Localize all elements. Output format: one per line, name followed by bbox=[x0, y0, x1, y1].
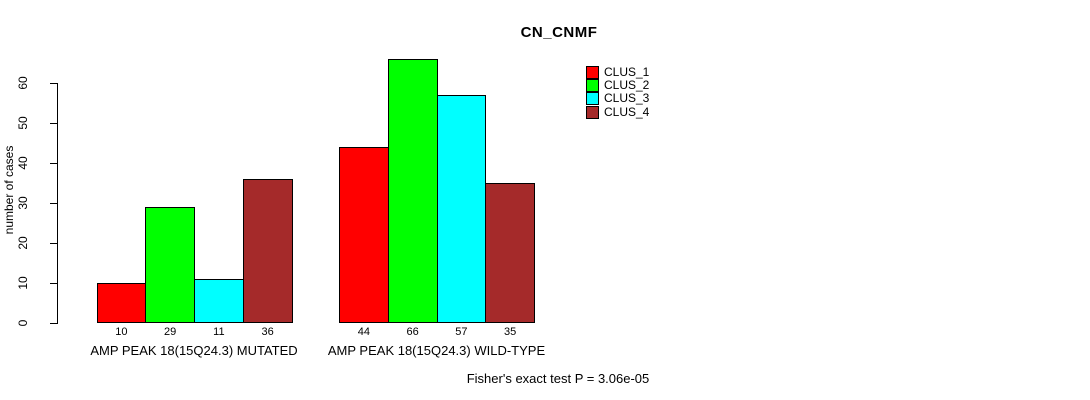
bar-value-label: 44 bbox=[357, 326, 370, 338]
bar-value-label: 66 bbox=[406, 326, 419, 338]
bar-clus_1-group2 bbox=[339, 147, 389, 323]
bar-clus_4-group1 bbox=[242, 179, 293, 323]
y-tick-mark bbox=[50, 243, 57, 244]
y-tick-label: 40 bbox=[16, 156, 30, 170]
bar-clus_4-group2 bbox=[485, 183, 535, 323]
y-tick-label: 20 bbox=[16, 236, 30, 250]
legend-label-clus_2: CLUS_2 bbox=[604, 78, 650, 93]
bar-value-label: 10 bbox=[115, 326, 128, 338]
y-tick-mark bbox=[50, 123, 57, 124]
bar-value-label: 35 bbox=[504, 326, 517, 338]
legend-color-swatch-clus_4 bbox=[586, 105, 599, 119]
legend-label-clus_4: CLUS_4 bbox=[604, 104, 650, 119]
y-axis-label: number of cases bbox=[2, 145, 16, 235]
y-axis-line bbox=[57, 83, 58, 324]
y-tick-label: 30 bbox=[16, 196, 30, 210]
bar-value-label: 57 bbox=[455, 326, 468, 338]
x-axis-group-label: AMP PEAK 18(15Q24.3) MUTATED bbox=[90, 343, 298, 358]
bar-value-label: 11 bbox=[213, 326, 225, 338]
y-tick-mark bbox=[50, 203, 57, 204]
y-tick-mark bbox=[50, 83, 57, 84]
bar-clus_3-group2 bbox=[436, 95, 487, 323]
bar-clus_1-group1 bbox=[96, 283, 147, 323]
legend-color-swatch-clus_3 bbox=[586, 92, 599, 106]
legend-color-swatch-clus_1 bbox=[586, 66, 599, 79]
y-tick-mark bbox=[50, 163, 57, 164]
y-tick-label: 0 bbox=[16, 319, 30, 327]
x-axis-group-label: AMP PEAK 18(15Q24.3) WILD-TYPE bbox=[327, 343, 546, 358]
legend-label-clus_3: CLUS_3 bbox=[604, 91, 650, 106]
bar-clus_2-group1 bbox=[145, 207, 195, 323]
y-tick-label: 10 bbox=[16, 276, 30, 290]
chart-title: CN_CNMF bbox=[520, 24, 598, 41]
bar-clus_2-group2 bbox=[387, 59, 438, 323]
fisher-test-annotation: Fisher's exact test P = 3.06e-05 bbox=[466, 371, 650, 386]
y-tick-mark bbox=[50, 283, 57, 284]
bar-clus_3-group1 bbox=[194, 279, 244, 323]
legend-label-clus_1: CLUS_1 bbox=[604, 65, 650, 79]
y-tick-mark bbox=[50, 323, 57, 324]
legend-color-swatch-clus_2 bbox=[586, 79, 599, 93]
y-tick-label: 50 bbox=[16, 116, 30, 130]
bar-value-label: 29 bbox=[164, 326, 177, 338]
bar-value-label: 36 bbox=[261, 326, 274, 338]
y-tick-label: 60 bbox=[16, 76, 30, 90]
